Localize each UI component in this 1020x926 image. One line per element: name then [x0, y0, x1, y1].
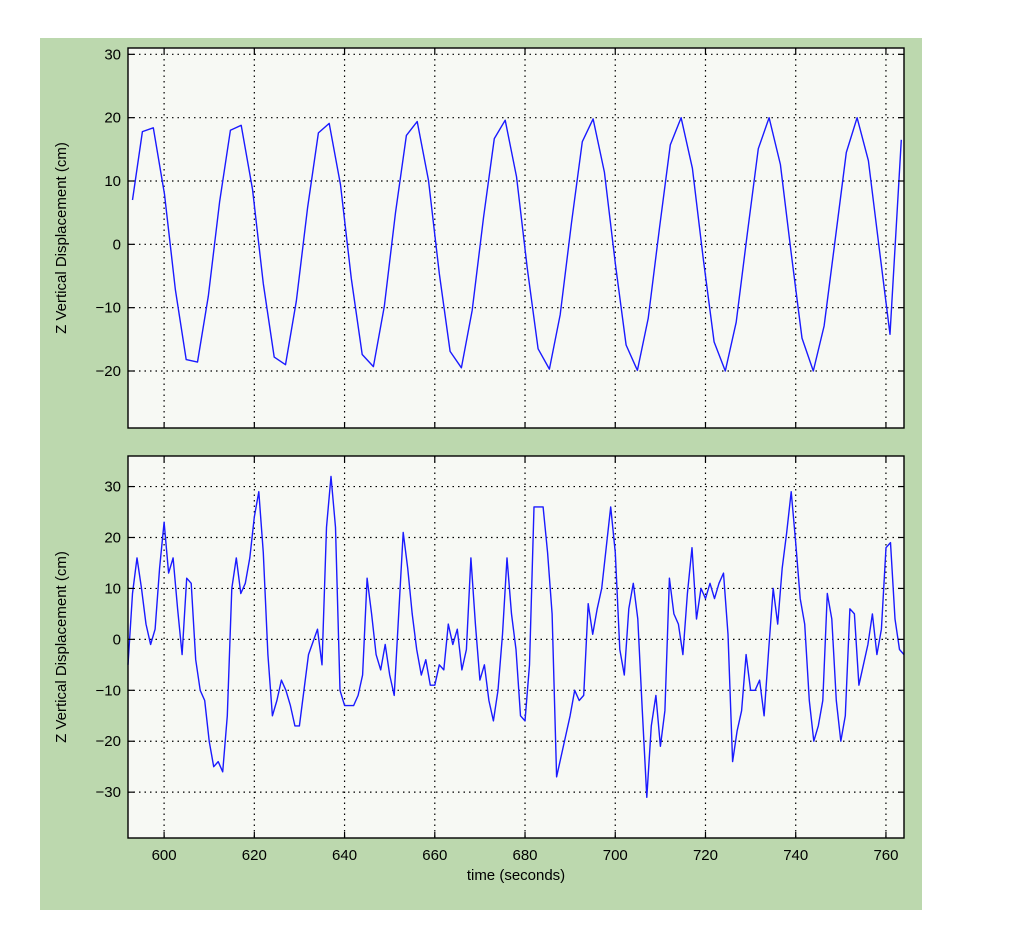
series-line — [127, 475, 905, 798]
x-tick-label: 700 — [603, 847, 628, 864]
x-axis-label: time (seconds) — [467, 867, 565, 884]
y-tick-label: −30 — [96, 784, 121, 801]
y-axis-label: Z Vertical Displacement (cm) — [53, 551, 70, 743]
y-axis-label: Z Vertical Displacement (cm) — [53, 142, 70, 334]
bottom-axes: −30 −20 −10 0 10 20 30 600 620 640 660 680 700 720 740… — [53, 455, 905, 884]
series-line — [131, 116, 902, 372]
axes-frame — [127, 455, 905, 839]
x-tick-label: 680 — [513, 847, 538, 864]
y-tick-label: 10 — [104, 173, 121, 190]
top-axes: −20 −10 0 10 20 30 Z Vertical Displacement (cm… — [53, 46, 905, 429]
axes-frame — [127, 47, 905, 429]
x-tick-label: 720 — [693, 847, 718, 864]
x-tick-label: 600 — [152, 847, 177, 864]
y-tick-label: 0 — [113, 631, 121, 648]
y-tick-label: 10 — [104, 580, 121, 597]
plot-area — [128, 48, 904, 428]
x-tick-label: 660 — [422, 847, 447, 864]
y-tick-label: −20 — [96, 363, 121, 380]
y-tick-label: −10 — [96, 682, 121, 699]
y-tick-label: 20 — [104, 110, 121, 127]
x-tick-label: 760 — [873, 847, 898, 864]
y-tick-label: 0 — [113, 236, 121, 253]
y-tick-label: 30 — [104, 479, 121, 496]
y-tick-label: 20 — [104, 529, 121, 546]
x-tick-label: 640 — [332, 847, 357, 864]
y-tick-label: 30 — [104, 46, 121, 63]
x-tick-label: 740 — [783, 847, 808, 864]
y-tick-label: −10 — [96, 300, 121, 317]
y-tick-label: −20 — [96, 733, 121, 750]
x-tick-label: 620 — [242, 847, 267, 864]
